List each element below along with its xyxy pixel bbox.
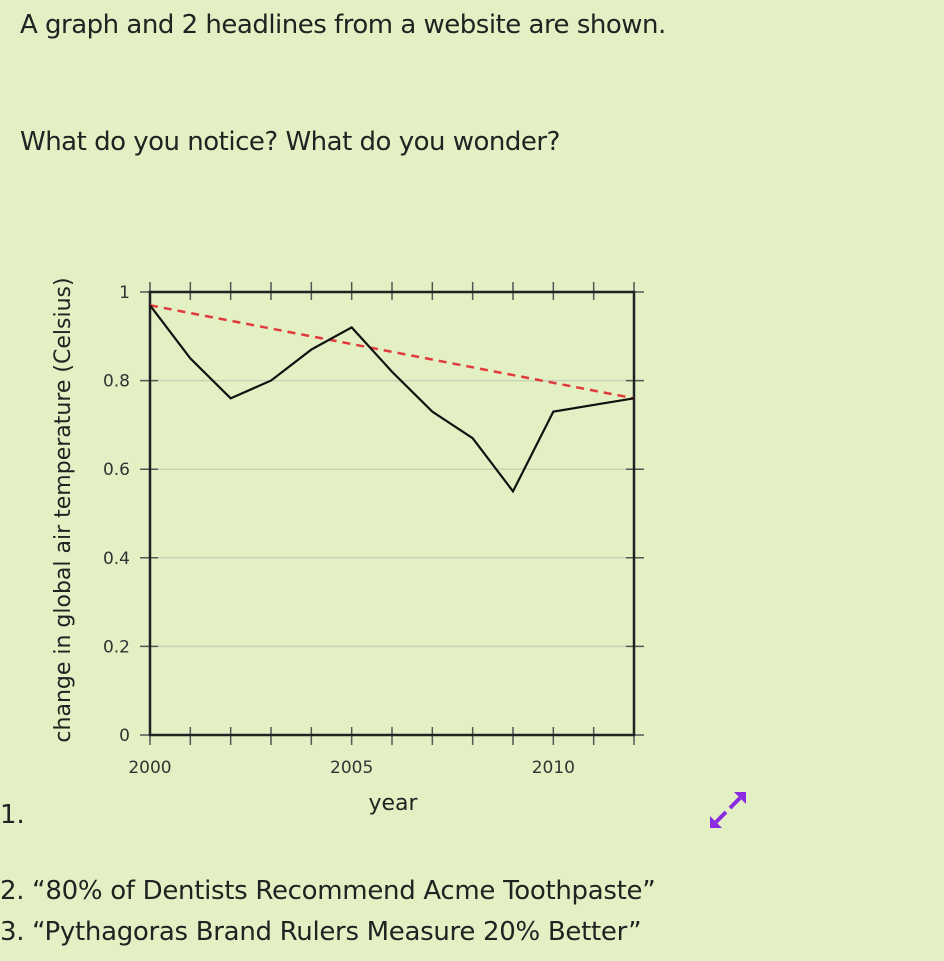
x-tick-label: 2000 — [128, 758, 171, 778]
y-axis-tick-labels: 0 0.2 0.4 0.6 0.8 1 — [103, 283, 130, 746]
prompt-text: What do you notice? What do you wonder? — [20, 127, 560, 157]
y-axis-title: change in global air temperature (Celsiu… — [51, 277, 76, 742]
y-tick-label: 0.6 — [103, 460, 130, 480]
x-axis-title: year — [368, 791, 418, 816]
trend-line — [149, 304, 635, 400]
x-axis-tick-labels: 2000 2005 2010 — [128, 758, 575, 778]
headline-2: 2. “80% of Dentists Recommend Acme Tooth… — [0, 876, 656, 906]
item-1-number: 1. — [0, 800, 25, 830]
headline-3: 3. “Pythagoras Brand Rulers Measure 20% … — [0, 917, 642, 947]
expand-image-button[interactable] — [708, 790, 748, 830]
x-tick-label: 2010 — [532, 758, 575, 778]
chart-ticks — [140, 282, 644, 745]
chart-gridlines — [150, 379, 634, 648]
intro-text: A graph and 2 headlines from a website a… — [20, 10, 666, 40]
y-tick-label: 0.2 — [103, 637, 130, 657]
plot-frame — [148, 290, 636, 737]
temperature-series-line — [149, 304, 635, 494]
y-tick-label: 1 — [119, 283, 130, 303]
y-tick-label: 0.8 — [103, 372, 130, 392]
y-tick-label: 0.4 — [103, 549, 130, 569]
x-tick-label: 2005 — [330, 758, 373, 778]
expand-arrows-icon — [710, 792, 746, 828]
y-tick-label: 0 — [119, 726, 130, 746]
